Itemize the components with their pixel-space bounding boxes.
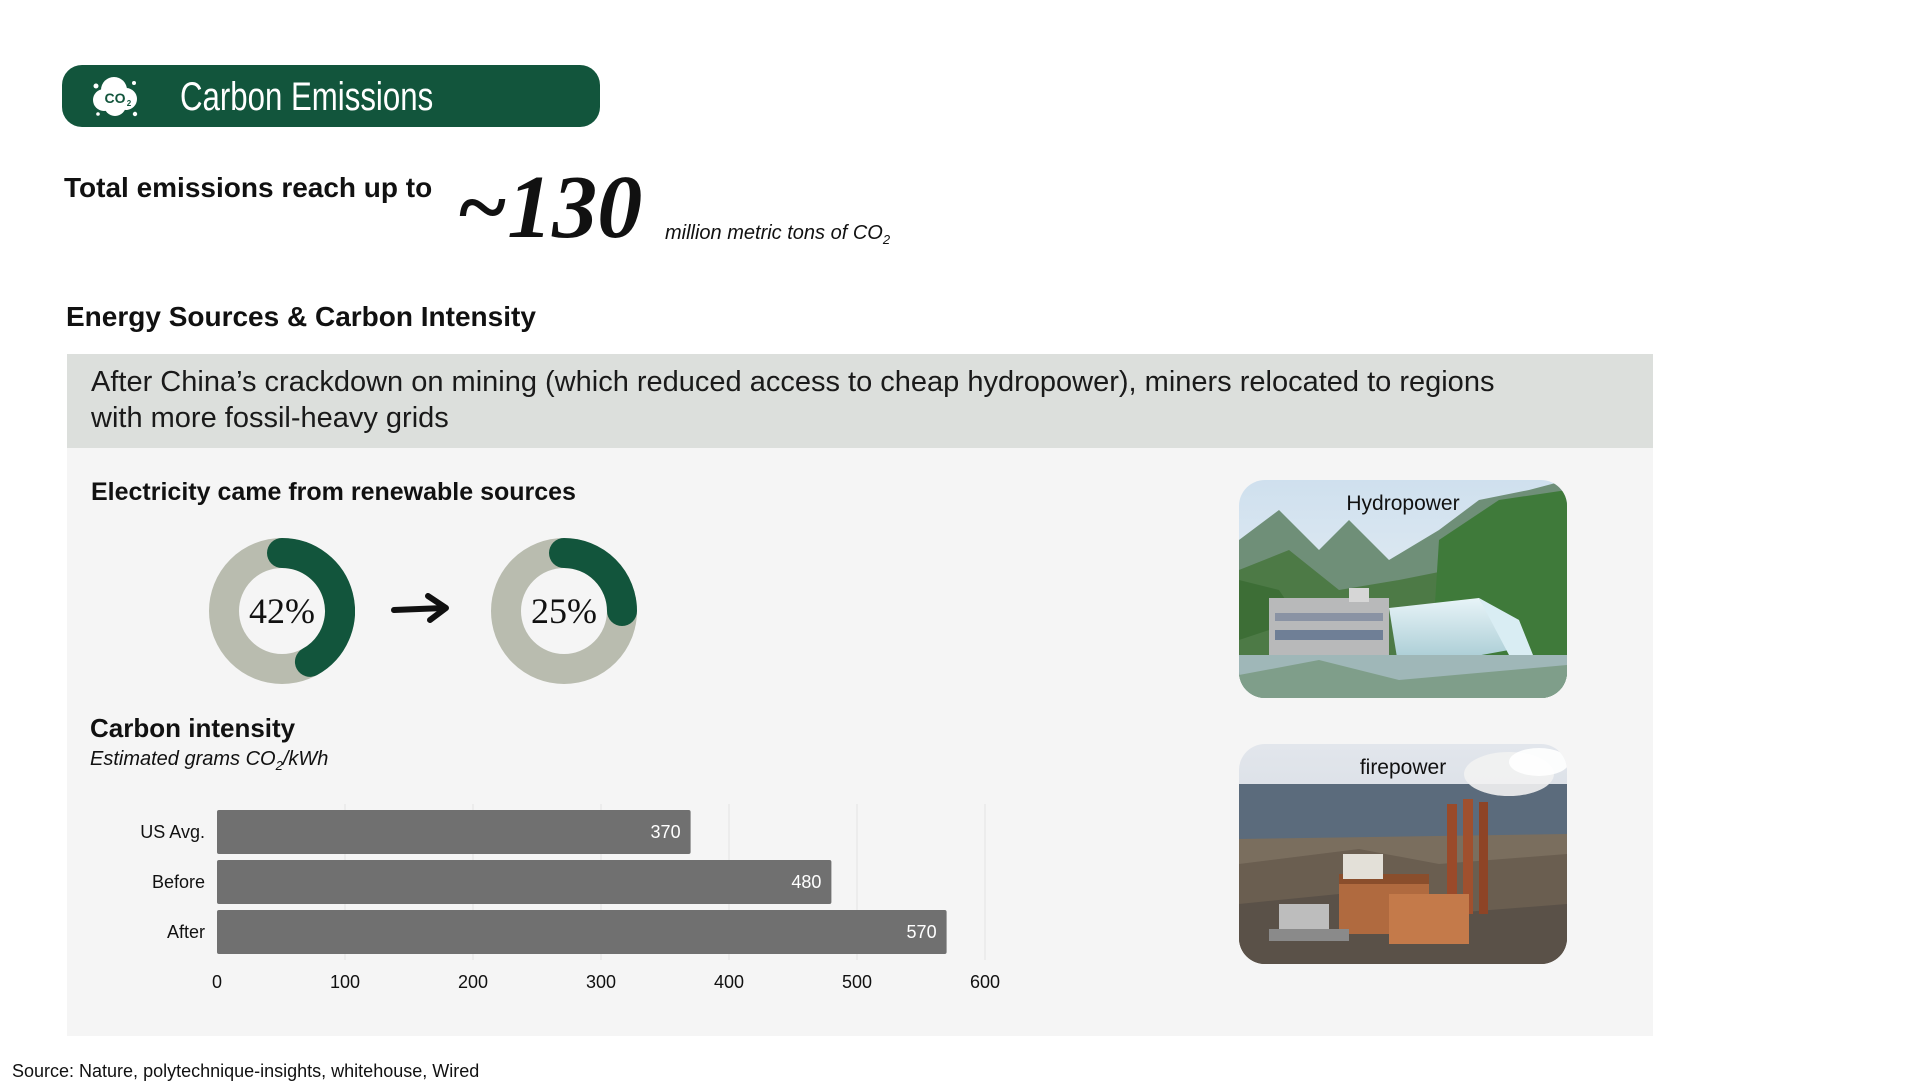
unit-subscript: 2 — [882, 232, 891, 247]
x-tick-label: 500 — [842, 972, 872, 990]
carbon-intensity-subtitle: Estimated grams CO2/kWh — [90, 748, 328, 773]
x-tick-label: 200 — [458, 972, 488, 990]
header-banner: CO 2 Carbon Emissions — [62, 65, 600, 127]
subtitle-subscript: 2 — [275, 758, 283, 773]
source-note: Source: Nature, polytechnique-insights, … — [12, 1061, 480, 1081]
donut-before-arc — [267, 538, 355, 677]
x-tick-label: 100 — [330, 972, 360, 990]
x-tick-label: 600 — [970, 972, 1000, 990]
donut-after-arc — [549, 538, 637, 626]
banner-text: After China’s crackdown on mining (which… — [91, 366, 1495, 434]
svg-text:2: 2 — [127, 99, 132, 108]
carbon-intensity-title: Carbon intensity — [90, 713, 296, 743]
y-category-label: After — [167, 922, 205, 942]
co2-cloud-icon: CO 2 — [93, 77, 138, 117]
x-tick-label: 300 — [586, 972, 616, 990]
bar — [217, 810, 691, 854]
subtitle-text: Estimated grams CO — [90, 748, 276, 770]
page-title: Carbon Emissions — [180, 75, 434, 119]
x-tick-label: 0 — [212, 972, 222, 990]
bar-value-label: 570 — [907, 922, 937, 942]
arrow-right-icon — [391, 593, 449, 623]
bar-value-label: 370 — [651, 822, 681, 842]
total-emissions-label: Total emissions reach up to — [64, 172, 433, 203]
hydropower-photo: Hydropower — [1239, 480, 1567, 698]
total-emissions-value: ~130 — [456, 158, 643, 257]
y-category-label: Before — [152, 872, 205, 892]
carbon-intensity-chart: 0 100 200 300 400 500 600 US Avg. 370 Before 480 Af… — [140, 804, 1000, 990]
renewable-title: Electricity came from renewable sources — [91, 478, 576, 506]
bar — [217, 860, 832, 904]
unit-text: million metric tons of CO — [665, 222, 883, 244]
firepower-photo: firepower — [1239, 744, 1567, 964]
subtitle-suffix: /kWh — [282, 748, 329, 770]
donut-after: 25% — [491, 538, 637, 684]
x-tick-label: 400 — [714, 972, 744, 990]
firepower-caption: firepower — [1359, 756, 1447, 779]
bar-value-label: 480 — [791, 872, 821, 892]
donut-before-label: 42% — [249, 591, 315, 631]
svg-text:CO: CO — [105, 90, 126, 106]
bar — [217, 910, 947, 954]
section-title: Energy Sources & Carbon Intensity — [66, 301, 536, 332]
total-emissions-unit: million metric tons of CO2 — [665, 222, 890, 247]
donut-after-label: 25% — [531, 591, 597, 631]
context-banner: After China’s crackdown on mining (which… — [67, 354, 1653, 448]
hydropower-caption: Hydropower — [1346, 492, 1460, 515]
y-category-label: US Avg. — [140, 822, 205, 842]
donut-before: 42% — [209, 538, 355, 684]
